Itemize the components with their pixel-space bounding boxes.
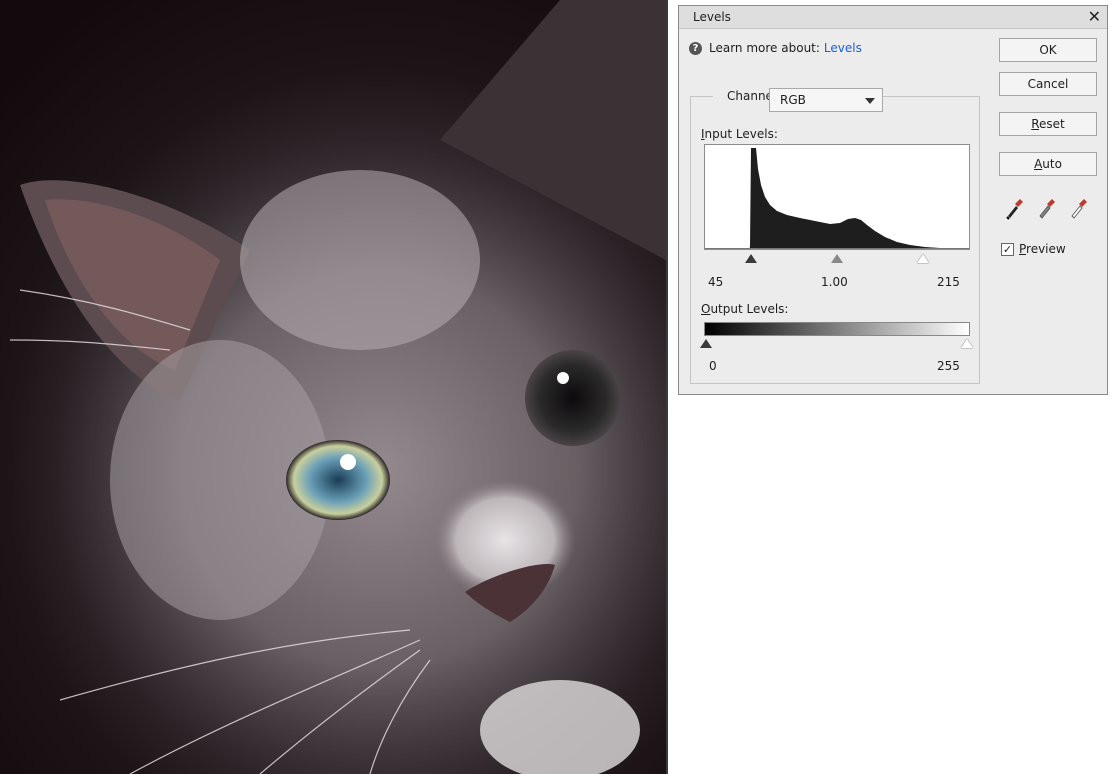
output-black-slider[interactable]	[700, 339, 712, 348]
input-white-value[interactable]: 215	[937, 275, 960, 289]
histogram-graph	[705, 148, 969, 249]
close-icon[interactable]: ✕	[1087, 7, 1101, 26]
input-levels-label: Input Levels:	[701, 127, 778, 141]
preview-checkbox-row[interactable]: ✓ Preview	[1001, 242, 1066, 256]
input-access-key: I	[701, 127, 705, 141]
ok-button[interactable]: OK	[999, 38, 1097, 62]
input-black-slider[interactable]	[745, 254, 757, 263]
white-point-eyedropper-icon[interactable]	[1068, 196, 1088, 220]
black-point-eyedropper-icon[interactable]	[1004, 196, 1024, 220]
kitten-photo	[9, 0, 666, 774]
learn-more-row: ? Learn more about: Levels	[689, 41, 862, 55]
auto-access-key: A	[1034, 157, 1043, 171]
dialog-titlebar[interactable]: Levels ✕	[679, 6, 1107, 29]
gray-point-eyedropper-icon[interactable]	[1036, 196, 1056, 220]
histogram	[704, 144, 970, 250]
reset-button[interactable]: Reset	[999, 112, 1097, 136]
auto-button[interactable]: Auto	[999, 152, 1097, 176]
output-gradient-bar	[704, 322, 970, 336]
dialog-title: Levels	[693, 10, 731, 24]
chevron-down-icon	[865, 98, 875, 104]
output-white-slider[interactable]	[961, 339, 973, 348]
output-white-value[interactable]: 255	[937, 359, 960, 373]
cancel-button[interactable]: Cancel	[999, 72, 1097, 96]
help-icon: ?	[689, 41, 702, 55]
output-levels-label: Output Levels:	[701, 302, 788, 316]
levels-dialog: Levels ✕ ? Learn more about: Levels OK C…	[678, 5, 1108, 395]
reset-access-key: R	[1031, 117, 1040, 131]
levels-groupbox: Channel: RGB Input Levels: 45 1.00 215 O…	[690, 88, 980, 384]
input-black-value[interactable]: 45	[708, 275, 724, 289]
input-gamma-slider[interactable]	[831, 254, 843, 263]
preview-checkbox[interactable]: ✓	[1001, 242, 1014, 256]
channel-label: Channel:	[713, 89, 785, 103]
auto-label: uto	[1042, 157, 1062, 171]
channel-selected-value: RGB	[780, 93, 806, 107]
input-white-slider[interactable]	[917, 254, 929, 263]
preview-label: Preview	[1019, 242, 1066, 256]
learn-more-link[interactable]: Levels	[823, 41, 862, 55]
channel-select[interactable]: RGB	[769, 88, 883, 112]
output-levels-label-rest: utput Levels:	[710, 302, 789, 316]
output-access-key: O	[701, 302, 711, 316]
reset-label: eset	[1039, 117, 1065, 131]
preview-access-key: P	[1019, 242, 1027, 256]
output-black-value[interactable]: 0	[709, 359, 717, 373]
preview-label-rest: review	[1026, 242, 1066, 256]
document-canvas-photo[interactable]	[0, 0, 666, 774]
learn-more-prefix: Learn more about:	[709, 41, 820, 55]
input-levels-label-rest: nput Levels:	[704, 127, 778, 141]
canvas-divider	[666, 0, 668, 774]
input-gamma-value[interactable]: 1.00	[821, 275, 848, 289]
